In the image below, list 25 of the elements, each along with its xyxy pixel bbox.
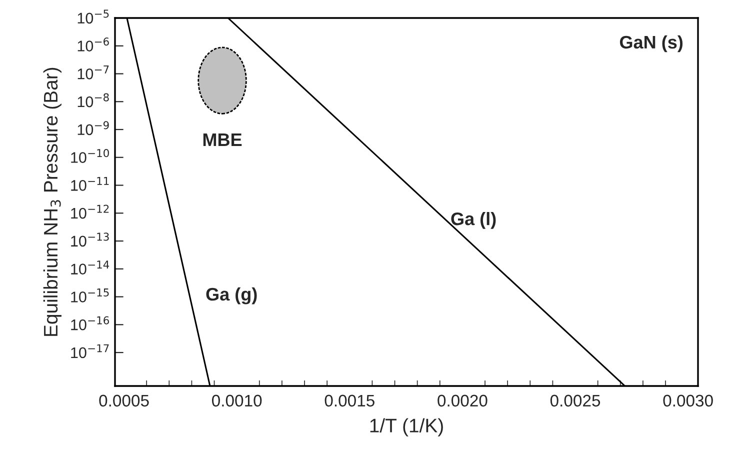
y-tick-label: 10$^{−14}$ — [71, 260, 110, 274]
annotation: Ga (l) — [451, 212, 496, 229]
x-tick-label: 0.0025 — [550, 394, 600, 407]
x-axis-title: 1/T (1/K) — [370, 418, 443, 436]
x-tick-label: 0.0030 — [663, 394, 713, 407]
y-tick-label: 10$^{−12}$ — [71, 204, 109, 219]
annotation: GaN (s) — [620, 35, 683, 52]
y-tick-label: 10$^{−13}$ — [71, 232, 109, 247]
y-tick-label: 10$^{−5}$ — [78, 10, 109, 24]
y-tick-label: 10$^{−6}$ — [78, 38, 109, 52]
y-tick-label: 10$^{−17}$ — [71, 344, 109, 358]
x-tick-label: 0.0005 — [99, 394, 149, 407]
x-tick-label: 0.0020 — [438, 394, 488, 407]
y-tick-label: 10$^{−8}$ — [78, 93, 109, 108]
x-tick-label: 0.0015 — [324, 394, 374, 407]
y-tick-label: 10$^{−15}$ — [71, 288, 109, 302]
annotation: MBE — [203, 134, 242, 146]
y-tick-label: 10$^{−11}$ — [71, 177, 109, 191]
y-tick-label: 10$^{−9}$ — [78, 121, 109, 136]
y-tick-label: 10$^{−7}$ — [78, 66, 109, 80]
y-tick-label: 10$^{−16}$ — [71, 316, 109, 330]
annotation: Ga (g) — [206, 287, 257, 304]
y-axis-title: Equilibrium NH$_{3}$ Pressure (Bar) — [43, 68, 62, 336]
x-tick-label: 0.0010 — [212, 394, 262, 407]
y-tick-label: 10$^{−10}$ — [71, 149, 109, 163]
